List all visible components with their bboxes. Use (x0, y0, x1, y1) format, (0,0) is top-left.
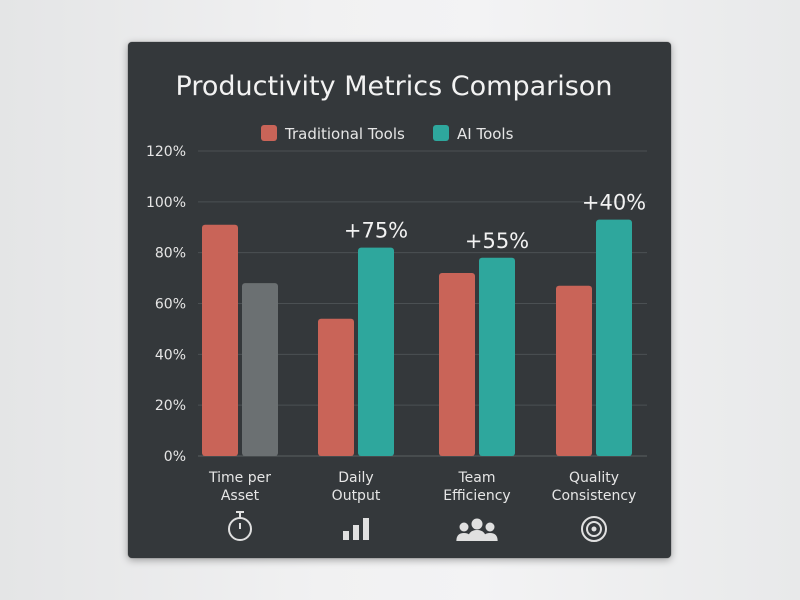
bar-chart-icon (343, 518, 369, 540)
grouped-bar-chart: Productivity Metrics Comparison Traditio… (146, 71, 647, 542)
y-tick-label: 80% (155, 246, 186, 262)
bar (358, 247, 394, 456)
y-tick-label: 120% (146, 144, 186, 160)
chart-title: Productivity Metrics Comparison (176, 71, 613, 102)
x-axis: Time per Asset Daily Output Team Efficiency Qu… (208, 470, 636, 504)
team-icon (456, 518, 498, 541)
bar (202, 224, 238, 456)
y-axis: 0% 20% 40% 60% 80% 100% 120% (146, 144, 186, 465)
bar-annotation: +55% (465, 229, 529, 253)
bars (202, 219, 632, 456)
bar-annotation: +40% (582, 191, 646, 215)
bar (439, 273, 475, 456)
y-tick-label: 0% (164, 449, 186, 465)
bar-annotation: +75% (344, 219, 408, 243)
bar (556, 285, 592, 456)
x-tick-label: Team (457, 470, 495, 486)
x-tick-label: Daily (338, 470, 373, 486)
x-tick-label: Quality (569, 470, 619, 486)
x-tick-label: Asset (221, 488, 260, 504)
x-tick-label: Efficiency (443, 488, 510, 504)
category-icons (228, 511, 607, 542)
y-tick-label: 60% (155, 297, 186, 313)
x-tick-label: Consistency (552, 488, 637, 504)
x-tick-label: Time per (208, 470, 271, 486)
bar (479, 257, 515, 456)
x-tick-label: Output (332, 488, 381, 504)
chart-panel: Productivity Metrics Comparison Traditio… (128, 42, 671, 558)
stopwatch-icon (228, 511, 252, 541)
legend-label: AI Tools (457, 125, 514, 143)
chart-legend: Traditional Tools AI Tools (261, 125, 514, 143)
y-tick-label: 20% (155, 398, 186, 414)
bar (596, 219, 632, 456)
target-icon (581, 516, 607, 542)
y-tick-label: 40% (155, 347, 186, 363)
y-tick-label: 100% (146, 195, 186, 211)
legend-label: Traditional Tools (284, 125, 405, 143)
bar (318, 318, 354, 456)
legend-swatch (433, 125, 449, 141)
bar-annotations: +75% +55% +40% (344, 191, 646, 253)
legend-swatch (261, 125, 277, 141)
bar (242, 283, 278, 456)
